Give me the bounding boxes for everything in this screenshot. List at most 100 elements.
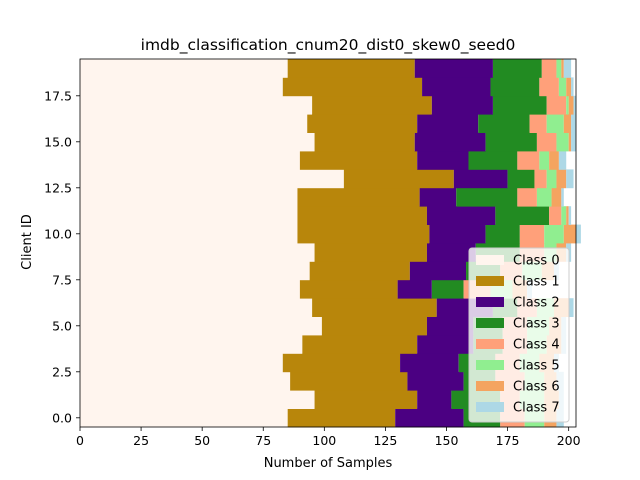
bar-client-6-class-7 (568, 298, 574, 317)
bar-client-13-class-3 (507, 169, 535, 189)
y-tick-label: 5.0 (52, 318, 72, 333)
bar-client-7-class-3 (431, 279, 464, 299)
bar-client-15-class-2 (414, 132, 486, 152)
y-tick-label: 17.5 (44, 88, 72, 103)
bar-client-4-class-1 (302, 335, 418, 354)
bar-client-10-class-7 (576, 224, 581, 244)
x-tick-label: 175 (496, 433, 520, 448)
bar-client-12-class-5 (536, 187, 552, 207)
bar-client-17-class-1 (312, 95, 432, 115)
x-tick-label: 25 (133, 433, 149, 448)
bar-client-14-class-4 (517, 151, 540, 170)
y-axis-label: Client ID (20, 214, 35, 270)
legend-swatch (476, 360, 504, 370)
bar-client-15-class-1 (314, 132, 415, 152)
bar-client-13-class-6 (556, 169, 567, 189)
bar-client-10-class-3 (485, 224, 520, 244)
bar-client-19-class-3 (492, 59, 542, 78)
bar-client-19-class-4 (541, 59, 557, 78)
legend-box (468, 247, 570, 423)
bar-client-12-class-0 (80, 187, 298, 207)
bar-client-17-class-4 (546, 95, 567, 115)
legend: Class 0 Class 1 Class 2 Class 3 Class 4 Class… (468, 247, 570, 423)
bar-client-12-class-7 (561, 187, 564, 207)
bar-client-14-class-1 (299, 151, 418, 170)
bar-client-16-class-2 (417, 114, 479, 133)
bar-client-10-class-2 (429, 224, 486, 244)
bar-client-7-class-1 (299, 279, 398, 299)
x-tick-label: 125 (373, 433, 397, 448)
bar-client-7-class-2 (397, 279, 432, 299)
bar-client-12-class-2 (419, 187, 457, 207)
legend-swatch (476, 381, 504, 391)
bar-client-2-class-0 (80, 371, 291, 391)
plot-frame (79, 58, 577, 428)
chart-title: imdb_classification_cnum20_dist0_skew0_s… (141, 36, 516, 55)
legend-swatch (476, 339, 504, 349)
bar-client-13-class-2 (453, 169, 508, 189)
legend-swatch (476, 297, 504, 307)
bar-client-12-class-1 (297, 187, 420, 207)
legend-swatch (476, 402, 504, 412)
legend-entry: Class 6 (513, 380, 560, 395)
bar-client-4-class-0 (80, 335, 303, 354)
bar-client-10-class-0 (80, 224, 298, 244)
bar-client-18-class-7 (571, 77, 574, 97)
bar-client-18-class-5 (558, 77, 567, 97)
bar-client-14-class-2 (417, 151, 469, 170)
bar-client-14-class-5 (539, 151, 550, 170)
bar-client-3-class-1 (282, 353, 401, 373)
bar-client-0-class-0 (80, 408, 288, 428)
legend-entry: Class 4 (513, 338, 560, 353)
bar-client-17-class-7 (573, 95, 576, 115)
x-tick-label: 200 (557, 433, 581, 448)
bar-client-1-class-1 (314, 390, 418, 409)
bar-client-19-class-5 (556, 59, 562, 78)
bar-client-17-class-3 (492, 95, 547, 115)
bar-client-13-class-0 (80, 169, 344, 189)
bar-client-17-class-5 (566, 95, 569, 115)
bar-client-1-class-2 (417, 390, 452, 409)
bar-client-11-class-1 (297, 206, 427, 225)
bar-client-9-class-2 (426, 243, 476, 262)
bar-client-14-class-6 (549, 151, 559, 170)
bar-client-18-class-6 (566, 77, 572, 97)
bar-client-4-class-2 (417, 335, 474, 354)
bar-client-19-class-7 (563, 59, 572, 78)
bar-client-19-class-6 (561, 59, 564, 78)
y-axis: 0.0 2.5 5.0 7.5 10.0 12.5 15.0 17.5 (44, 88, 80, 425)
legend-entry: Class 2 (513, 296, 560, 311)
bar-client-15-class-5 (556, 132, 569, 152)
bar-client-10-class-6 (563, 224, 576, 244)
y-tick-label: 12.5 (44, 180, 72, 195)
bar-client-10-class-4 (519, 224, 545, 244)
bar-client-2-class-1 (290, 371, 408, 391)
bar-client-5-class-0 (80, 316, 322, 336)
legend-swatch (476, 276, 504, 286)
y-tick-label: 10.0 (44, 226, 72, 241)
bar-client-16-class-7 (571, 114, 576, 133)
bar-client-6-class-0 (80, 298, 313, 317)
legend-entry: Class 7 (513, 401, 560, 416)
bar-client-13-class-4 (534, 169, 547, 189)
bar-client-8-class-0 (80, 261, 310, 281)
bar-client-16-class-6 (563, 114, 572, 133)
bar-client-10-class-5 (544, 224, 564, 244)
legend-entry: Class 0 (513, 254, 560, 269)
bar-client-13-class-1 (343, 169, 454, 189)
legend-entry: Class 3 (513, 317, 560, 332)
x-tick-label: 75 (255, 433, 271, 448)
x-tick-label: 0 (76, 433, 84, 448)
bar-client-3-class-0 (80, 353, 283, 373)
bar-client-18-class-4 (539, 77, 559, 97)
bar-client-0-class-1 (287, 408, 396, 428)
bar-client-3-class-2 (400, 353, 459, 373)
bar-client-16-class-3 (478, 114, 530, 133)
bar-client-15-class-6 (568, 132, 572, 152)
bar-client-14-class-7 (558, 151, 567, 170)
bar-client-15-class-3 (485, 132, 537, 152)
bar-client-7-class-0 (80, 279, 300, 299)
bar-client-9-class-0 (80, 243, 315, 262)
x-tick-label: 50 (194, 433, 210, 448)
